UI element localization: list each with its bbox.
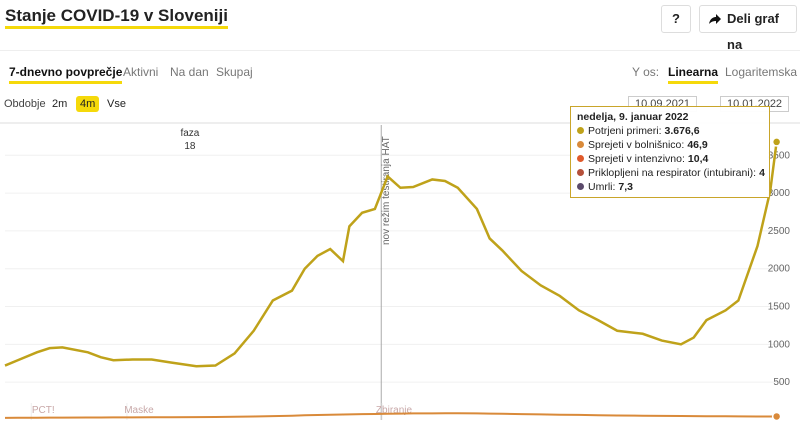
y-tick-label: 2000 xyxy=(768,264,791,275)
page-title: Stanje COVID-19 v Sloveniji xyxy=(5,6,228,29)
tooltip-value: 4 xyxy=(759,167,765,179)
tooltip-dot xyxy=(577,141,584,148)
series-line xyxy=(4,141,778,368)
tooltip-value: 7,3 xyxy=(618,181,634,193)
axis-option[interactable]: Logaritemska xyxy=(725,65,798,79)
highlight-point xyxy=(771,137,782,147)
tooltip-item: Sprejeti v bolnišnico: 46,9 xyxy=(577,138,763,152)
share-icon xyxy=(709,14,721,24)
axis-label: Y os: xyxy=(632,65,660,79)
series-line xyxy=(4,412,777,419)
event-label: Maske xyxy=(124,405,154,416)
period-option[interactable]: 2m xyxy=(52,98,68,110)
tooltip-item: Sprejeti v intenzivno: 10,4 xyxy=(577,152,763,166)
tooltip-item: Potrjeni primeri: 3.676,6 xyxy=(577,124,763,138)
tab[interactable]: 7-dnevno povprečje xyxy=(9,65,123,84)
tab[interactable]: Aktivni xyxy=(123,65,159,79)
y-tick-label: 1500 xyxy=(768,302,791,313)
tooltip: nedelja, 9. januar 2022 Potrjeni primeri… xyxy=(570,106,770,198)
event-label: PCT! xyxy=(32,405,55,416)
y-tick-label: 500 xyxy=(773,377,790,388)
tooltip-dot xyxy=(577,155,584,162)
tooltip-item: Priklopljeni na respirator (intubirani):… xyxy=(577,166,765,180)
period-option[interactable]: Vse xyxy=(107,98,126,110)
annotation-text: nov režim testiranja HAT xyxy=(381,136,392,245)
tooltip-label: Umrli: xyxy=(588,181,616,193)
share-label: Deli graf na xyxy=(727,11,780,52)
tooltip-label: Sprejeti v bolnišnico: xyxy=(588,139,685,151)
phase-label: faza xyxy=(180,128,199,139)
tab[interactable]: Na dan xyxy=(170,65,209,79)
tooltip-label: Sprejeti v intenzivno: xyxy=(588,153,685,165)
tooltip-label: Potrjeni primeri: xyxy=(588,125,662,137)
tooltip-item: Umrli: 7,3 xyxy=(577,180,763,194)
tooltip-dot xyxy=(577,183,584,190)
tooltip-value: 46,9 xyxy=(687,139,708,151)
period-option[interactable]: 4m xyxy=(76,96,100,112)
y-tick-label: 3000 xyxy=(768,188,791,199)
phase-number: 18 xyxy=(184,141,196,152)
tooltip-value: 10,4 xyxy=(687,153,709,165)
y-tick-label: 1000 xyxy=(768,339,791,350)
tooltip-value: 3.676,6 xyxy=(664,125,700,137)
tooltip-dot xyxy=(577,127,584,134)
period-label: Obdobje xyxy=(4,98,46,110)
tab[interactable]: Skupaj xyxy=(216,65,253,79)
share-button[interactable]: Deli graf na xyxy=(699,5,797,52)
event-label: Zbiranje xyxy=(376,405,413,416)
axis-option[interactable]: Linearna xyxy=(668,65,719,84)
y-tick-label: 2500 xyxy=(768,226,791,237)
tooltip-dot xyxy=(577,169,584,176)
highlight-point xyxy=(771,411,782,422)
tooltip-title: nedelja, 9. januar 2022 xyxy=(577,111,689,123)
divider xyxy=(0,50,800,51)
y-tick-label: 3500 xyxy=(768,150,791,161)
tooltip-label: Priklopljeni na respirator (intubirani): xyxy=(588,167,757,179)
help-button[interactable]: ? xyxy=(661,5,691,33)
